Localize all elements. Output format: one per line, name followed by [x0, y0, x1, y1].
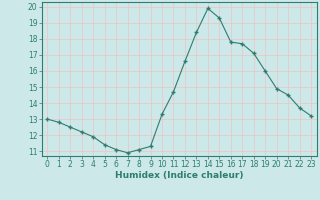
X-axis label: Humidex (Indice chaleur): Humidex (Indice chaleur): [115, 171, 244, 180]
